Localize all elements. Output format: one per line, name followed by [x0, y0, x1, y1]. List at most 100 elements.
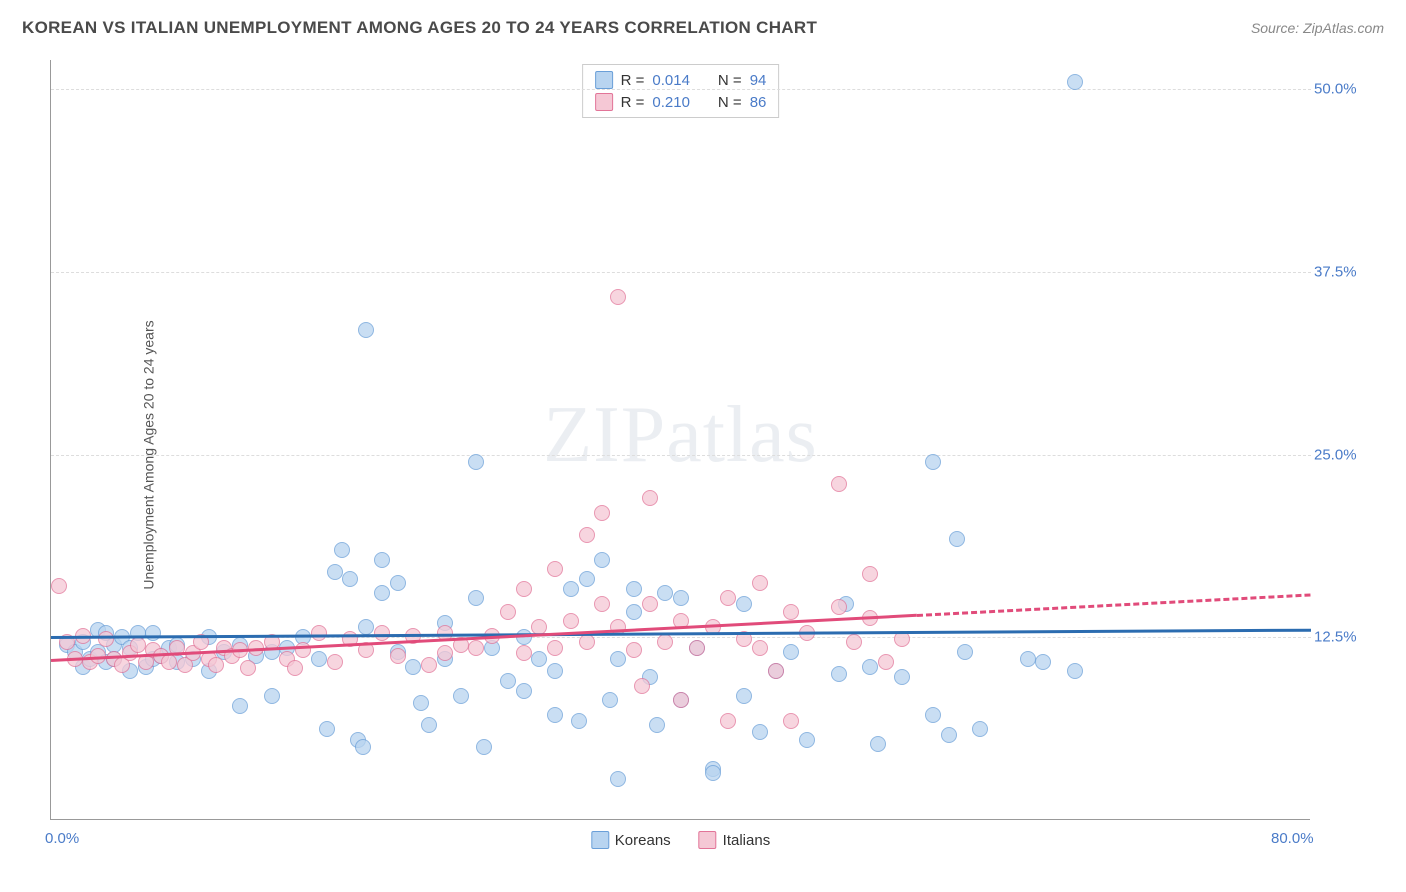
y-tick-label: 37.5%: [1314, 263, 1374, 280]
r-label: R =: [621, 94, 645, 111]
scatter-point: [579, 571, 595, 587]
scatter-point: [673, 692, 689, 708]
scatter-point: [1020, 651, 1036, 667]
scatter-point: [516, 683, 532, 699]
scatter-point: [862, 659, 878, 675]
n-label: N =: [718, 94, 742, 111]
legend-swatch: [595, 71, 613, 89]
scatter-point: [437, 645, 453, 661]
scatter-point: [657, 585, 673, 601]
chart-source: Source: ZipAtlas.com: [1251, 20, 1384, 36]
n-value: 94: [750, 72, 767, 89]
scatter-point: [579, 634, 595, 650]
scatter-point: [374, 625, 390, 641]
correlation-legend: R =0.014N =94R =0.210N =86: [582, 64, 780, 118]
scatter-point: [673, 590, 689, 606]
scatter-point: [327, 564, 343, 580]
r-value: 0.014: [652, 72, 690, 89]
scatter-point: [468, 590, 484, 606]
scatter-point: [240, 660, 256, 676]
scatter-point: [500, 673, 516, 689]
scatter-point: [98, 631, 114, 647]
scatter-point: [468, 454, 484, 470]
scatter-point: [374, 552, 390, 568]
scatter-point: [579, 527, 595, 543]
scatter-point: [319, 721, 335, 737]
scatter-point: [327, 654, 343, 670]
correlation-row: R = 0.014 N = 94: [595, 69, 767, 91]
scatter-point: [145, 625, 161, 641]
plot-area: ZIPatlas R =0.014N =94R =0.210N =86 Kore…: [50, 60, 1310, 820]
scatter-point: [358, 619, 374, 635]
chart-header: KOREAN VS ITALIAN UNEMPLOYMENT AMONG AGE…: [0, 0, 1406, 46]
legend-swatch: [595, 93, 613, 111]
scatter-point: [476, 739, 492, 755]
scatter-point: [736, 596, 752, 612]
scatter-point: [626, 642, 642, 658]
scatter-point: [634, 678, 650, 694]
scatter-point: [1067, 663, 1083, 679]
n-value: 86: [750, 94, 767, 111]
scatter-point: [925, 707, 941, 723]
chart-container: Unemployment Among Ages 20 to 24 years Z…: [50, 60, 1390, 850]
trendline: [917, 593, 1311, 617]
scatter-point: [862, 566, 878, 582]
scatter-point: [736, 688, 752, 704]
scatter-point: [657, 634, 673, 650]
series-legend-item: Koreans: [591, 831, 671, 849]
legend-swatch: [699, 831, 717, 849]
scatter-point: [547, 707, 563, 723]
scatter-point: [846, 634, 862, 650]
legend-swatch: [591, 831, 609, 849]
gridline: [51, 272, 1311, 273]
scatter-point: [894, 669, 910, 685]
scatter-point: [870, 736, 886, 752]
scatter-point: [594, 596, 610, 612]
scatter-point: [232, 698, 248, 714]
scatter-point: [516, 645, 532, 661]
y-tick-label: 12.5%: [1314, 629, 1374, 646]
scatter-point: [208, 657, 224, 673]
scatter-point: [500, 604, 516, 620]
scatter-point: [390, 575, 406, 591]
y-tick-label: 25.0%: [1314, 446, 1374, 463]
scatter-point: [516, 581, 532, 597]
scatter-point: [831, 476, 847, 492]
scatter-point: [130, 637, 146, 653]
scatter-point: [949, 531, 965, 547]
scatter-point: [925, 454, 941, 470]
series-legend: Koreans Italians: [591, 831, 770, 849]
scatter-point: [311, 651, 327, 667]
scatter-point: [626, 604, 642, 620]
scatter-point: [563, 581, 579, 597]
n-label: N =: [718, 72, 742, 89]
scatter-point: [594, 505, 610, 521]
gridline: [51, 89, 1311, 90]
scatter-point: [878, 654, 894, 670]
series-legend-label: Italians: [723, 832, 771, 849]
scatter-point: [799, 732, 815, 748]
scatter-point: [972, 721, 988, 737]
scatter-point: [334, 542, 350, 558]
scatter-point: [941, 727, 957, 743]
scatter-point: [405, 659, 421, 675]
scatter-point: [547, 663, 563, 679]
scatter-point: [358, 322, 374, 338]
scatter-point: [642, 490, 658, 506]
scatter-point: [768, 663, 784, 679]
scatter-point: [752, 640, 768, 656]
scatter-point: [689, 640, 705, 656]
scatter-point: [1067, 74, 1083, 90]
y-tick-label: 50.0%: [1314, 81, 1374, 98]
scatter-point: [264, 688, 280, 704]
scatter-point: [374, 585, 390, 601]
r-label: R =: [621, 72, 645, 89]
scatter-point: [831, 599, 847, 615]
scatter-point: [610, 651, 626, 667]
correlation-row: R =0.210N =86: [595, 91, 767, 113]
scatter-point: [649, 717, 665, 733]
scatter-point: [468, 640, 484, 656]
scatter-point: [563, 613, 579, 629]
scatter-point: [626, 581, 642, 597]
gridline: [51, 455, 1311, 456]
